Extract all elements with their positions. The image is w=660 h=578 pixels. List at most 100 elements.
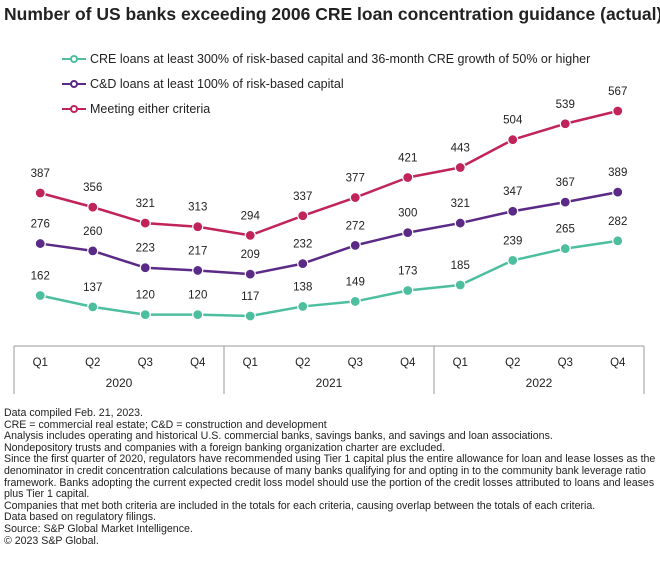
x-axis-group-label: 2020 bbox=[106, 376, 133, 390]
note-analysis-scope: Analysis includes operating and historic… bbox=[4, 430, 553, 443]
x-axis-group-label: 2021 bbox=[316, 376, 343, 390]
legend-swatch-either bbox=[62, 103, 86, 115]
line-chart: 2020 2021 2022 Q1 Q2 Q3 Q4 Q1 Q2 Q3 Q4 Q1 Q2 Q3 Q4 162 1… bbox=[13, 86, 645, 394]
series-line-cre bbox=[39, 239, 618, 318]
data-label-either: 313 bbox=[188, 202, 207, 214]
data-label-cd: 223 bbox=[136, 243, 155, 255]
note-data-basis: Data based on regulatory filings. bbox=[4, 511, 156, 524]
data-point-cre bbox=[192, 309, 204, 321]
data-point-cd bbox=[244, 268, 256, 280]
note-exclusions: Nondepository trusts and companies with … bbox=[4, 441, 446, 454]
x-axis-tick-label: Q4 bbox=[190, 357, 206, 369]
data-point-cd bbox=[349, 239, 361, 251]
data-point-cre bbox=[34, 289, 46, 302]
data-label-cd: 232 bbox=[293, 239, 312, 251]
x-axis-tick-label: Q4 bbox=[610, 357, 626, 369]
chart-legend: CRE loans at least 300% of risk-based ca… bbox=[62, 46, 590, 121]
data-label-either: 421 bbox=[398, 153, 417, 165]
data-label-either: 387 bbox=[31, 168, 50, 180]
note-compiled: Data compiled Feb. 21, 2023. bbox=[4, 407, 143, 419]
chart-title: Number of US banks exceeding 2006 CRE lo… bbox=[4, 4, 660, 24]
legend-swatch-cre bbox=[62, 53, 86, 65]
note-source: Source: S&P Global Market Intelligence. bbox=[4, 522, 193, 535]
data-label-cre: 120 bbox=[188, 290, 207, 302]
data-label-cre: 137 bbox=[83, 282, 102, 294]
x-axis-group-label: 2022 bbox=[526, 376, 553, 390]
data-point-cre bbox=[244, 310, 256, 322]
chart-notes: Data compiled Feb. 21, 2023. CRE = comme… bbox=[4, 407, 658, 547]
data-point-cre bbox=[349, 295, 361, 308]
data-label-cd: 272 bbox=[346, 220, 365, 232]
data-point-cd bbox=[559, 196, 571, 208]
data-label-either: 294 bbox=[241, 210, 261, 222]
data-point-cd bbox=[297, 258, 309, 270]
x-axis-tick-label: Q3 bbox=[138, 357, 153, 369]
legend-item-cd: C&D loans at least 100% of risk-based ca… bbox=[62, 71, 590, 96]
data-point-cd bbox=[612, 186, 624, 198]
note-methodology: Since the first quarter of 2020, regulat… bbox=[4, 453, 656, 501]
data-point-cd bbox=[454, 217, 466, 229]
note-overlap: Companies that met both criteria are inc… bbox=[4, 499, 596, 512]
data-label-cre: 117 bbox=[241, 291, 259, 303]
series-line-cd bbox=[40, 190, 618, 276]
data-label-cd: 260 bbox=[83, 226, 102, 238]
x-axis-tick-label: Q2 bbox=[505, 357, 520, 369]
data-label-either: 443 bbox=[451, 142, 470, 154]
data-label-cre: 185 bbox=[451, 260, 470, 272]
data-point-cd bbox=[139, 262, 151, 274]
data-label-cd: 276 bbox=[31, 219, 50, 231]
data-label-either: 377 bbox=[346, 173, 365, 185]
data-point-cre bbox=[139, 309, 151, 321]
data-point-cd bbox=[34, 237, 46, 250]
data-label-either: 504 bbox=[503, 115, 523, 127]
data-label-either: 356 bbox=[83, 182, 102, 194]
data-point-either bbox=[402, 171, 414, 184]
data-point-cre bbox=[87, 301, 99, 313]
data-label-cd: 300 bbox=[398, 208, 417, 220]
x-axis-tick-label: Q2 bbox=[295, 357, 310, 369]
data-point-either bbox=[87, 201, 99, 213]
data-point-cre bbox=[402, 284, 414, 297]
data-point-either bbox=[297, 210, 309, 222]
legend-label-either: Meeting either criteria bbox=[90, 101, 211, 116]
note-abbreviations: CRE = commercial real estate; C&D = cons… bbox=[4, 418, 327, 431]
data-point-cd bbox=[507, 205, 519, 217]
series-line-either bbox=[39, 109, 619, 237]
data-label-either: 567 bbox=[608, 86, 627, 98]
data-label-cre: 120 bbox=[136, 290, 155, 302]
data-point-cre bbox=[612, 235, 624, 247]
data-point-either bbox=[349, 191, 361, 204]
data-label-cre: 173 bbox=[398, 265, 417, 277]
data-label-either: 321 bbox=[136, 198, 155, 210]
x-axis-tick-label: Q1 bbox=[453, 357, 468, 369]
data-point-cd bbox=[402, 227, 414, 239]
data-label-cd: 367 bbox=[556, 177, 575, 189]
data-point-either bbox=[507, 134, 519, 146]
data-point-either bbox=[612, 105, 624, 117]
data-point-cre bbox=[454, 279, 466, 291]
data-point-either bbox=[34, 187, 46, 199]
data-label-cre: 282 bbox=[608, 216, 627, 228]
data-point-either bbox=[139, 217, 151, 229]
data-point-cre bbox=[297, 300, 309, 313]
data-label-cre: 162 bbox=[31, 271, 50, 283]
x-axis-tick-label: Q1 bbox=[33, 357, 48, 369]
x-axis-tick-label: Q2 bbox=[85, 357, 100, 369]
data-label-either: 337 bbox=[293, 191, 312, 203]
x-axis-tick-label: Q3 bbox=[558, 357, 573, 369]
data-label-cre: 265 bbox=[556, 224, 575, 236]
data-point-cd bbox=[87, 245, 99, 257]
data-label-cd: 217 bbox=[188, 245, 207, 257]
data-point-either bbox=[192, 221, 204, 233]
data-label-cd: 321 bbox=[451, 198, 470, 210]
data-point-cre bbox=[507, 254, 519, 267]
legend-label-cre: CRE loans at least 300% of risk-based ca… bbox=[90, 51, 591, 66]
data-label-cd: 389 bbox=[608, 167, 627, 179]
data-label-cre: 239 bbox=[503, 235, 522, 247]
data-point-either bbox=[244, 229, 256, 241]
data-point-cd bbox=[192, 264, 204, 277]
legend-label-cd: C&D loans at least 100% of risk-based ca… bbox=[90, 76, 344, 91]
legend-swatch-cd bbox=[62, 78, 86, 90]
data-point-cre bbox=[559, 242, 571, 255]
data-label-cd: 347 bbox=[503, 186, 522, 198]
